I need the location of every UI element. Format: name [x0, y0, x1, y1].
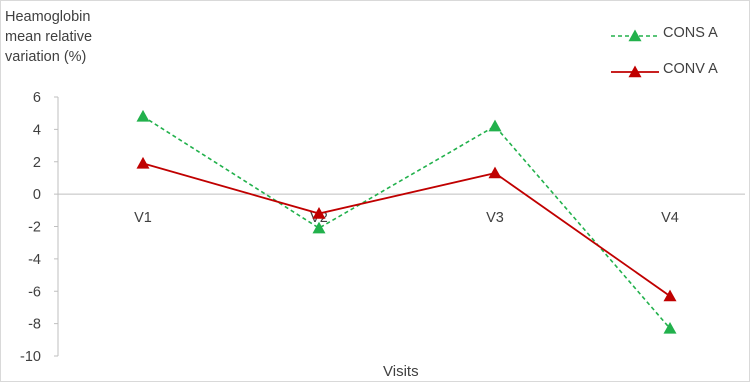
- y-tick-label: -2: [28, 220, 41, 236]
- y-tick-label: 4: [33, 122, 41, 138]
- series-marker-conv-a: [488, 166, 502, 179]
- y-tick-label: -10: [20, 349, 41, 365]
- series-marker-cons-a: [663, 321, 677, 334]
- legend-marker-cons-a: [628, 29, 642, 42]
- legend-label-conv-a: CONV A: [663, 61, 718, 77]
- x-tick-label: V1: [134, 210, 152, 226]
- y-tick-label: 6: [33, 90, 41, 106]
- x-tick-label: V4: [661, 210, 679, 226]
- y-axis-label-line-2: mean relative: [5, 29, 93, 45]
- y-axis-label-line-1: Heamoglobin: [5, 9, 91, 25]
- series-marker-cons-a: [312, 221, 326, 234]
- legend-marker-conv-a: [628, 65, 642, 78]
- series-line-cons-a: [142, 115, 671, 330]
- series-marker-conv-a: [312, 207, 326, 219]
- y-tick-label: 0: [33, 187, 41, 203]
- series-line-conv-a: [142, 162, 671, 297]
- series-marker-conv-a: [136, 156, 150, 169]
- series-marker-cons-a: [136, 109, 150, 122]
- x-tick-label: V3: [486, 210, 504, 226]
- y-axis-label-line-3: variation (%): [5, 49, 87, 65]
- series-marker-conv-a: [663, 289, 677, 302]
- legend-label-cons-a: CONS A: [663, 25, 718, 41]
- y-tick-label: -6: [28, 284, 41, 300]
- y-tick-label: -4: [28, 252, 41, 268]
- y-tick-label: -8: [28, 317, 41, 333]
- x-axis-title: Visits: [383, 363, 419, 380]
- y-tick-label: 2: [33, 155, 41, 171]
- series-marker-cons-a: [488, 119, 502, 132]
